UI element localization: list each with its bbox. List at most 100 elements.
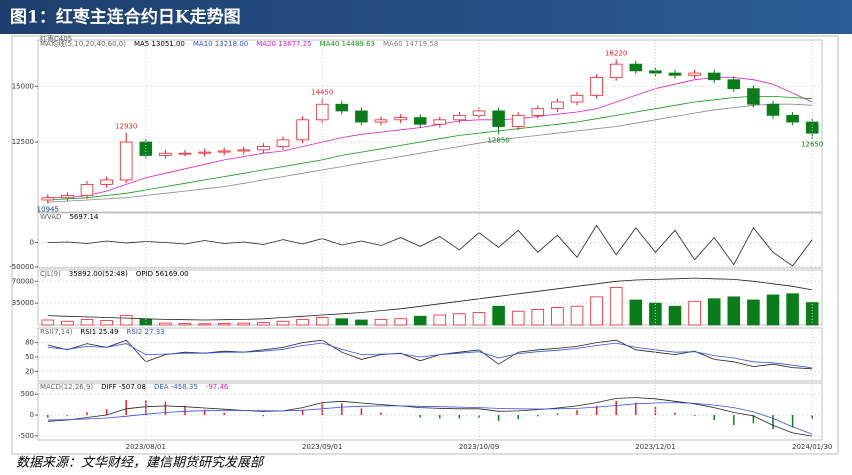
bar [119,315,133,326]
candle-body [727,79,741,90]
candle-body [41,197,55,201]
y-tick-label: 80 [25,339,34,347]
y-tick-label: -500 [18,432,34,440]
legend-item: -97.46 [206,383,229,391]
x-tick-label: 2023/12/01 [635,443,675,451]
candle-body [551,101,564,110]
candle-body [159,152,172,156]
bar [315,317,329,326]
y-tick-label: 20 [25,367,34,375]
bar [668,305,682,326]
title: 图1：红枣主连合约日K走势图 [10,7,241,28]
candle-body [570,94,584,103]
candle-body [296,119,309,141]
bar [374,318,388,326]
legend-item: MA60 14719.58 [383,40,438,48]
bar [453,313,466,326]
line [47,402,813,435]
candle-body [492,110,505,127]
candle-body [217,150,231,153]
bar [355,319,368,326]
annotation: 16220 [605,49,627,57]
x-tick-label: 2024/01/30 [792,443,832,451]
candle-body [237,149,251,152]
candle-body [100,179,113,185]
panel [37,327,823,382]
y-tick-label: 35000 [12,299,34,307]
annotation: 12930 [115,123,137,131]
x-tick-label: 2023/10/09 [459,443,499,451]
x-tick-label: 2023/09/01 [302,443,342,451]
legend-item: OPID 56169.00 [136,270,189,278]
chart-frame [11,35,839,455]
bar [80,318,94,326]
annotation: 12650 [801,141,823,149]
bar [531,308,545,326]
bar [707,298,721,326]
bar [394,318,407,326]
line [47,342,813,369]
legend-item: RSI(7,14) [40,328,73,336]
bar [433,314,447,326]
source: 数据来源：文华财经，建信期货研究发展部 [16,455,265,471]
bar [472,312,486,326]
annotation: 10945 [37,205,59,213]
line [47,103,813,203]
bar [217,323,231,326]
candle-body [609,63,623,78]
candle-body [766,103,780,116]
candle-body [355,110,368,123]
bar [570,305,584,326]
candle-body [531,108,545,116]
y-tick-label: 50 [25,353,34,361]
candle-body [80,183,94,196]
legend-item: RSI1 25.49 [80,328,118,336]
bar [61,320,74,326]
candle-body [178,152,192,155]
bar [590,296,603,326]
bar [100,320,113,326]
bar [178,323,192,326]
candle-body [472,110,486,116]
annotation: 14450 [311,89,333,97]
candle-body [668,72,682,76]
y-tick-label: -50000 [9,263,34,271]
bar [629,299,643,326]
x-tick-label: 2023/08/01 [126,443,166,451]
candle-body [257,146,270,151]
y-tick-label: 0 [30,411,34,419]
candle-body [629,63,643,72]
candle-body [707,72,721,81]
legend-item: WVAD [40,213,61,221]
bar [492,305,505,326]
candle-body [590,77,603,96]
y-tick-label: 0 [30,239,34,247]
bar [766,294,780,326]
candle-body [786,114,799,123]
candle-body [374,119,388,123]
bar [649,302,662,326]
candle-body [335,103,349,112]
legend-item: MA均线(5,10,20,40,60,0) [40,39,126,48]
bar [237,322,251,326]
candle-body [511,114,525,127]
legend-item: 5697.14 [69,213,98,221]
line [47,277,813,321]
line [47,224,813,267]
candle-body [394,117,407,121]
candle-body [198,151,211,154]
panel [37,269,823,326]
panel [37,39,823,213]
legend-item: MA5 13051.00 [134,40,185,48]
bar [198,323,211,326]
legend-item: CJL(9) [40,270,61,278]
candle-body [61,195,74,199]
legend-item: MACD(12,26,9) [40,383,93,391]
y-tick-label: 12500 [12,138,34,146]
candle-body [688,72,701,76]
bar [609,287,623,326]
symbol: 红枣C405 [40,34,72,43]
line [47,397,813,437]
legend-item: MA20 13677.25 [256,40,311,48]
candle-body [747,88,760,105]
